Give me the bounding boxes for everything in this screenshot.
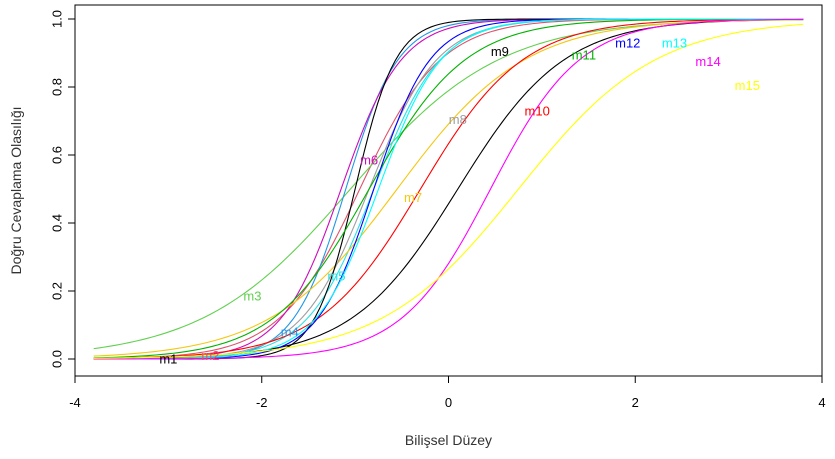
x-tick-label: 2 [632, 395, 639, 410]
x-tick-label: -4 [69, 395, 81, 410]
curve-label-m3: m3 [243, 289, 261, 304]
y-tick-label: 0.6 [50, 146, 65, 164]
x-tick-label: 4 [818, 395, 825, 410]
x-tick-label: -2 [256, 395, 268, 410]
curve-label-m14: m14 [695, 54, 720, 69]
y-tick-label: 1.0 [50, 10, 65, 28]
y-tick-label: 0.2 [50, 282, 65, 300]
curve-label-m6: m6 [360, 153, 378, 168]
curve-label-m9: m9 [491, 44, 509, 59]
curve-label-m1: m1 [159, 352, 177, 367]
curve-label-m2: m2 [201, 348, 219, 363]
x-tick-label: 0 [445, 395, 452, 410]
curve-m10 [93, 18, 804, 359]
curve-label-m11: m11 [572, 47, 596, 62]
y-axis: 0.0 0.2 0.4 0.6 0.8 1.0 [50, 10, 75, 368]
y-axis-title: Doğru Cevaplama Olasılığı [8, 106, 24, 274]
curve-m14 [93, 18, 804, 360]
curve-label-m4: m4 [281, 324, 299, 339]
y-tick-label: 0.8 [50, 78, 65, 96]
curve-m15 [93, 23, 804, 359]
curve-m7 [93, 19, 804, 357]
y-tick-label: 0.4 [50, 214, 65, 232]
curve-m13 [93, 18, 804, 360]
curve-label-m8: m8 [449, 112, 467, 127]
curve-label-m7: m7 [404, 190, 422, 205]
curve-lines [93, 18, 804, 360]
x-axis-title: Bilişsel Düzey [405, 432, 492, 448]
x-axis: -4 -2 0 2 4 [69, 376, 826, 410]
curve-label-m5: m5 [327, 268, 345, 283]
y-tick-label: 0.0 [50, 350, 65, 368]
curve-label-m12: m12 [615, 35, 640, 50]
curve-label-m15: m15 [735, 78, 760, 93]
curve-labels: m1 m2 m3 m4 m5 m6 m7 m8 m9 m10 m11 m12 m13 m14 m15 [159, 35, 760, 366]
curve-label-m13: m13 [662, 35, 687, 50]
curve-label-m10: m10 [525, 103, 550, 118]
